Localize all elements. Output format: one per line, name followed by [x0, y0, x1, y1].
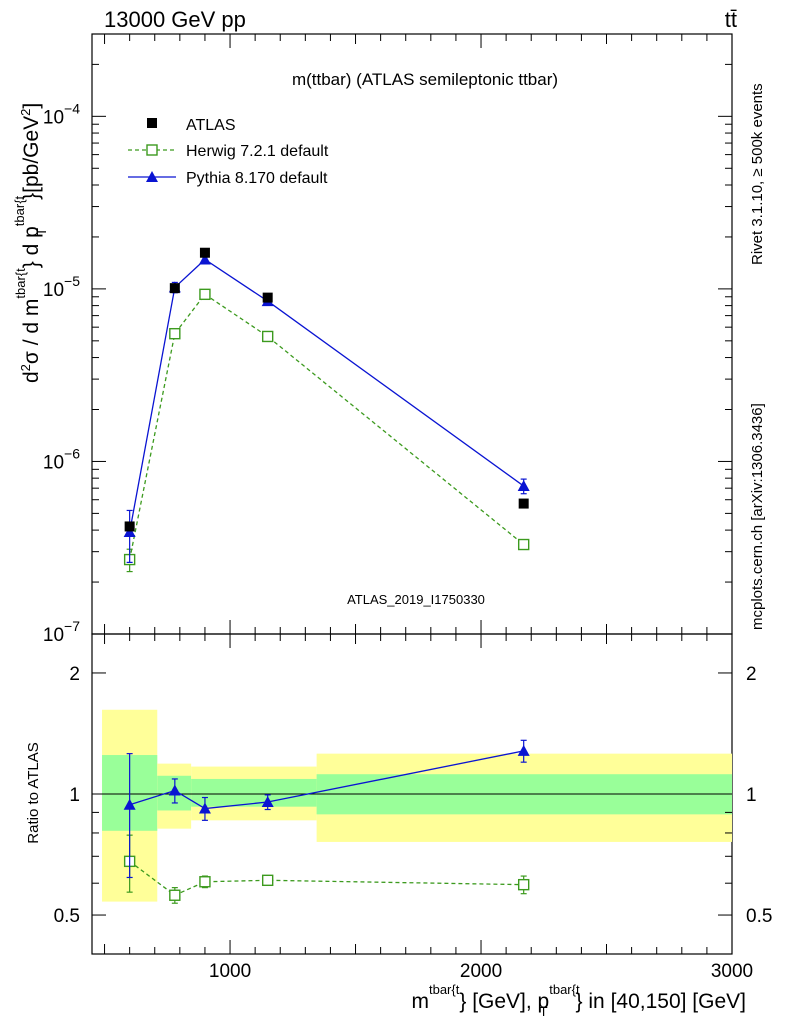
main-y-tick-exp: −7 — [64, 618, 80, 634]
ratio-x-tick-label: 1000 — [209, 961, 251, 982]
legend: ATLAS Herwig 7.2.1 default Pythia 8.170 … — [128, 117, 329, 187]
band-inner-2 — [191, 778, 317, 807]
main-pythia-point — [517, 480, 530, 492]
main-pythia-point — [198, 253, 211, 265]
main-herwig-point — [169, 327, 181, 340]
legend-atlas-label: ATLAS — [186, 117, 236, 134]
ratio-axis-ticks: 1000 2000 3000 0.5 0.5 1 1 2 2 — [54, 634, 772, 982]
ratio-pythia-point — [168, 784, 181, 796]
main-atlas-point — [518, 498, 529, 509]
legend-entry-pythia: Pythia 8.170 default — [128, 170, 328, 187]
ratio-herwig-point — [517, 878, 530, 891]
main-herwig-line — [129, 293, 525, 560]
ratio-pythia-point — [123, 798, 136, 810]
main-herwig-point — [261, 330, 274, 343]
ratio-herwig-point — [169, 889, 181, 901]
x-axis-label: mtbar{t} [GeV], ptbar{t T} in [40,150] [G… — [411, 982, 746, 1019]
main-y-axis-label: d2σ / d mtbar{t} d ptbar{tT}[pb/GeV2] — [12, 103, 49, 383]
main-y-tick-base: 10 — [43, 625, 64, 646]
legend-herwig-marker — [146, 144, 158, 156]
legend-pythia-marker — [146, 171, 158, 182]
main-herwig-point — [517, 538, 530, 551]
main-atlas-point — [199, 247, 210, 258]
ratio-x-tick-label: 3000 — [711, 961, 753, 982]
main-atlas-point — [124, 521, 135, 532]
ratio-uncertainty-bands — [92, 709, 732, 902]
main-y-tick-exp: −6 — [64, 445, 80, 461]
ratio-pythia-point — [261, 796, 274, 808]
main-pythia-point — [123, 526, 136, 538]
main-y-tick-base: 10 — [43, 107, 64, 128]
main-y-tick-exp: −5 — [64, 273, 80, 289]
ratio-herwig-point — [199, 876, 211, 888]
ratio-y-tick-label-right: 1 — [746, 785, 757, 806]
energy-label: 13000 GeV pp — [104, 7, 246, 32]
ratio-pythia-point — [198, 802, 211, 814]
main-y-tick-exp: −4 — [64, 100, 80, 116]
main-y-tick-label: 10−5 — [43, 273, 80, 301]
ratio-herwig-line — [129, 860, 524, 896]
ratio-herwig-point — [261, 874, 274, 887]
main-y-tick-base: 10 — [43, 452, 64, 473]
legend-herwig-label: Herwig 7.2.1 default — [186, 143, 329, 160]
ratio-y-tick-label-right: 0.5 — [746, 906, 772, 927]
ratio-pythia-point — [517, 744, 530, 756]
main-atlas-point — [262, 292, 273, 303]
main-plot-series — [123, 247, 530, 573]
main-y-tick-label: 10−7 — [43, 618, 80, 646]
legend-entry-herwig: Herwig 7.2.1 default — [128, 143, 329, 160]
ratio-plot-series — [123, 739, 530, 904]
chart-title: m(ttbar) (ATLAS semileptonic ttbar) — [292, 70, 558, 89]
main-y-tick-base: 10 — [43, 280, 64, 301]
analysis-id-label: ATLAS_2019_I1750330 — [347, 592, 485, 607]
legend-pythia-label: Pythia 8.170 default — [186, 170, 328, 187]
ratio-y-tick-label-left: 0.5 — [54, 906, 80, 927]
ratio-x-tick-label: 2000 — [460, 961, 502, 982]
main-axis-ticks: 10−710−610−510−4 — [43, 34, 733, 646]
main-y-tick-label: 10−4 — [43, 100, 80, 128]
ratio-y-tick-label-left: 2 — [69, 664, 80, 685]
legend-entry-atlas: ATLAS — [147, 117, 236, 134]
main-pythia-line — [129, 258, 525, 533]
ratio-y-tick-label-right: 2 — [746, 664, 757, 685]
ratio-y-axis-label: Ratio to ATLAS — [25, 742, 42, 843]
rivet-version-label: Rivet 3.1.10, ≥ 500k events — [749, 83, 766, 265]
process-label: tt̄ — [725, 7, 737, 32]
legend-atlas-marker — [147, 118, 157, 128]
main-herwig-point — [199, 288, 211, 301]
source-label: mcplots.cern.ch [arXiv:1306.3436] — [749, 403, 766, 630]
main-y-tick-label: 10−6 — [43, 445, 80, 473]
ratio-y-tick-label-left: 1 — [69, 785, 80, 806]
main-atlas-point — [169, 283, 180, 294]
